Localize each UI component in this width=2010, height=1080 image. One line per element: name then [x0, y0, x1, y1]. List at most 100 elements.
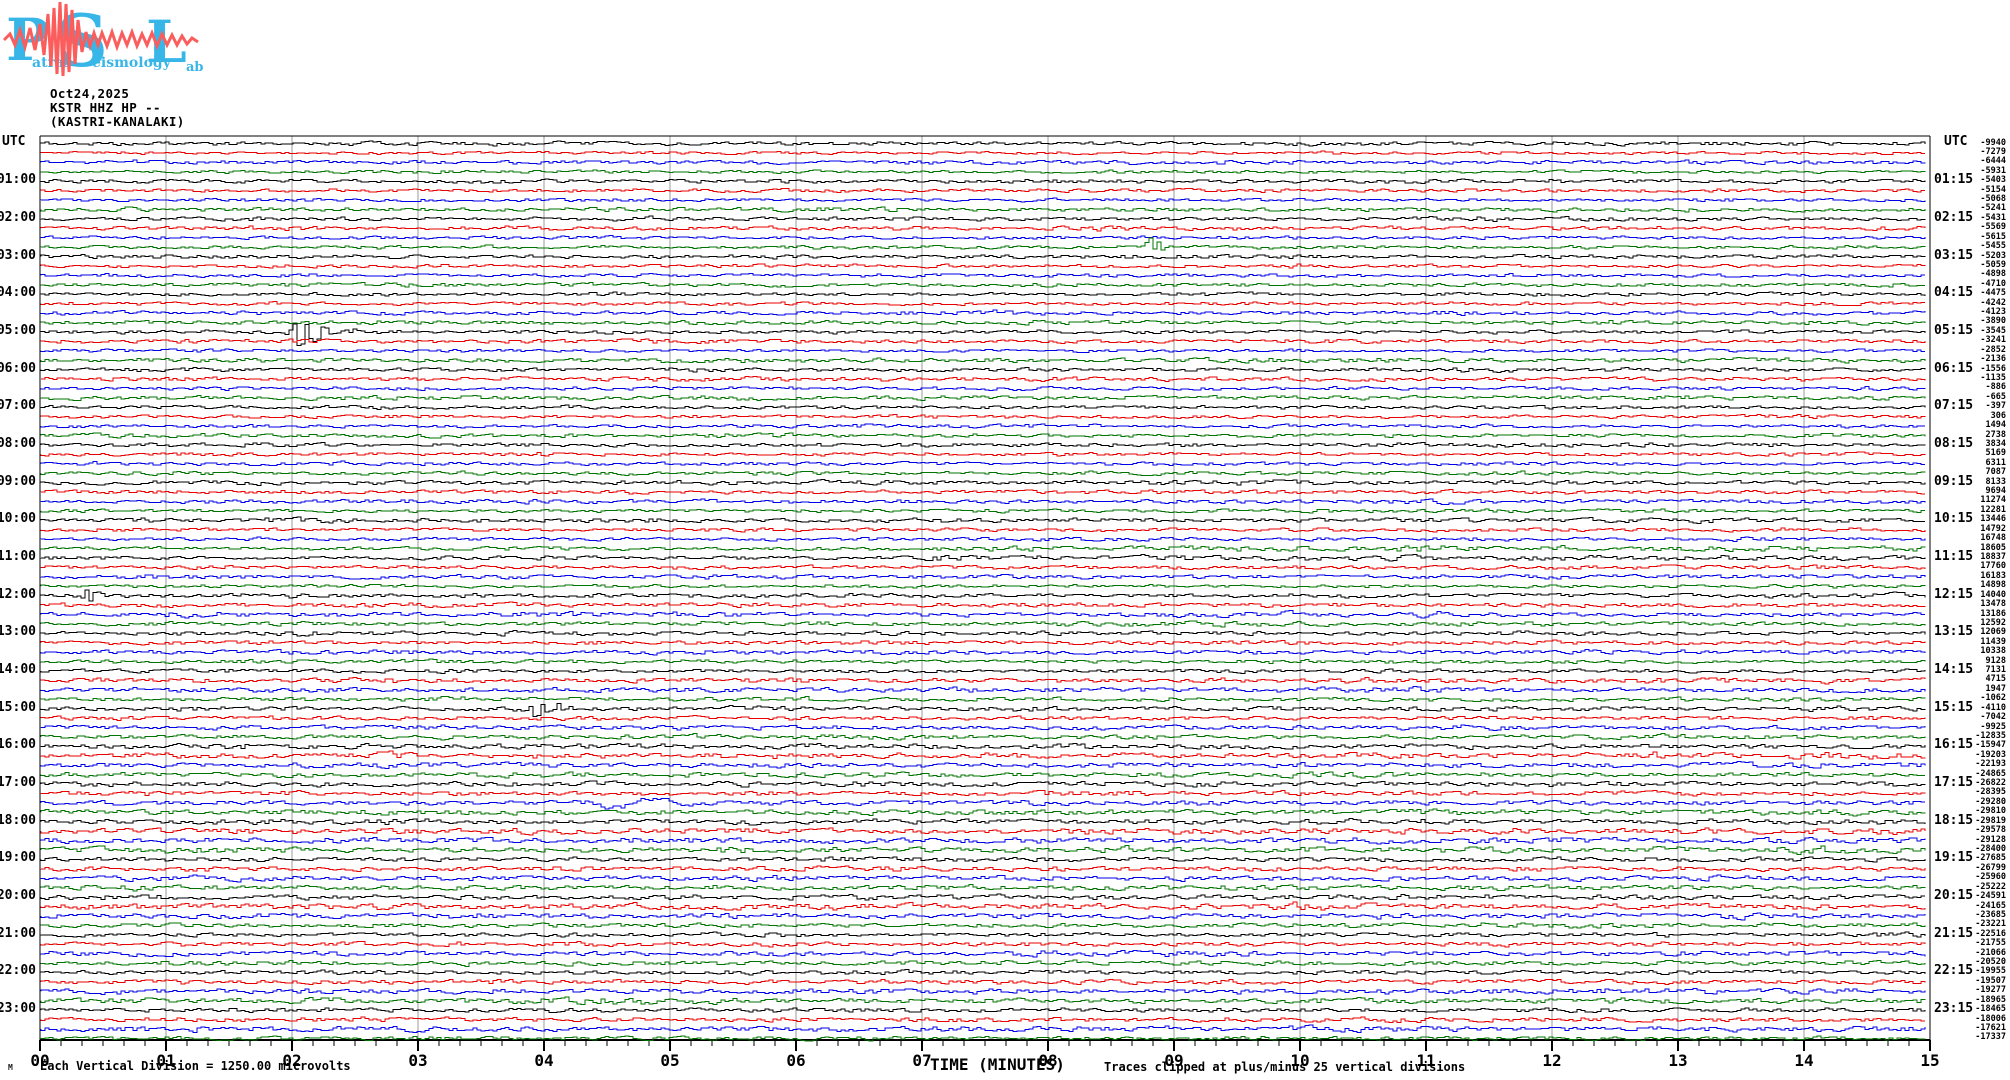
x-tick-label: 14: [1794, 1051, 1814, 1070]
row-end-value: -24165: [1975, 900, 2006, 911]
row-end-value: 11274: [1980, 495, 2006, 506]
seismogram-trace: [40, 150, 1925, 155]
utc-label-right: UTC: [1944, 134, 1968, 149]
row-end-values-column: -9940 -7279 -6444 -5931 -5403 -5154 -5068 -5241…: [1960, 0, 2008, 1080]
row-end-value: -25222: [1975, 881, 2006, 892]
left-hour-label: 14:00: [0, 662, 36, 678]
row-end-value: 11439: [1980, 636, 2006, 647]
x-tick-label: 09: [1164, 1051, 1184, 1070]
left-hour-label: 10:00: [0, 511, 36, 527]
row-end-value: -4710: [1980, 278, 2006, 289]
row-end-value: -3545: [1980, 325, 2006, 336]
row-end-value: 6311: [1985, 457, 2006, 468]
seismogram-trace: [40, 432, 1926, 439]
row-end-value: 14898: [1980, 580, 2006, 591]
seismogram-trace: [40, 630, 1926, 637]
row-end-value: -18965: [1975, 994, 2006, 1005]
seismogram-trace: [40, 323, 1926, 346]
seismogram-trace: [40, 893, 1925, 901]
row-end-value: -5059: [1980, 259, 2006, 270]
row-end-value: -4898: [1980, 269, 2006, 280]
row-end-value: 13478: [1980, 599, 2006, 610]
x-tick-label: 04: [534, 1051, 554, 1070]
seismogram-trace: [40, 931, 1926, 938]
row-end-value: -9925: [1980, 721, 2006, 732]
x-tick-label: 10: [1290, 1051, 1310, 1070]
row-end-value: 7131: [1985, 665, 2006, 676]
seismogram-trace: [40, 348, 1925, 353]
row-end-value: -18465: [1975, 1004, 2006, 1015]
row-end-value: 7087: [1985, 467, 2006, 478]
row-end-value: -29280: [1975, 796, 2006, 807]
row-end-value: -4475: [1980, 288, 2006, 299]
seismogram-trace: [40, 808, 1926, 817]
right-hour-label: 14:15: [1934, 662, 1974, 678]
seismogram-trace: [40, 1016, 1925, 1023]
row-end-value: -12835: [1975, 730, 2006, 741]
seismogram-trace: [40, 545, 1926, 552]
seismogram-trace: [40, 188, 1925, 193]
row-end-value: -6444: [1980, 156, 2006, 167]
row-end-value: 5169: [1985, 448, 2006, 459]
seismogram-trace: [40, 750, 1926, 760]
seismogram-trace: [40, 1035, 1926, 1042]
clip-note: Traces clipped at plus/minus 25 vertical…: [1104, 1060, 1466, 1074]
seismogram-trace: [40, 414, 1926, 419]
row-end-value: 306: [1990, 410, 2006, 421]
row-end-value: -17621: [1975, 1022, 2006, 1033]
seismogram-trace: [40, 159, 1926, 165]
row-end-value: 12281: [1980, 504, 2006, 515]
row-end-value: 12592: [1980, 617, 2006, 628]
row-end-value: -18006: [1975, 1013, 2006, 1024]
seismogram-trace: [40, 254, 1926, 260]
row-end-value: 9128: [1985, 655, 2006, 666]
x-tick-label: 06: [786, 1051, 806, 1070]
seismogram-trace: [40, 818, 1926, 826]
right-hour-label: 11:15: [1934, 548, 1974, 564]
seismogram-trace: [40, 554, 1926, 562]
row-end-value: -22516: [1975, 928, 2006, 939]
seismogram-trace: [40, 423, 1925, 429]
row-end-value: -5241: [1980, 203, 2006, 214]
row-end-value: -29819: [1975, 815, 2006, 826]
seismogram-trace: [40, 215, 1926, 222]
right-hour-label: 13:15: [1934, 624, 1974, 640]
row-end-value: 18837: [1980, 551, 2006, 562]
seismogram-trace: [40, 780, 1926, 788]
right-hour-label: 15:15: [1934, 699, 1974, 715]
row-end-value: 1494: [1985, 420, 2006, 431]
logo-word-lab: ab: [186, 60, 204, 75]
row-end-value: -19203: [1975, 749, 2006, 760]
x-tick-label: 13: [1668, 1051, 1688, 1070]
date-label: Oct24,2025: [50, 86, 130, 101]
row-end-value: -26822: [1975, 778, 2006, 789]
right-time-labels: 01:15 02:15 03:15 04:15 05:15 06:15 07:15 08:15…: [1934, 0, 1994, 1080]
x-tick-label: 11: [1416, 1051, 1436, 1070]
x-tick-label: 12: [1542, 1051, 1562, 1070]
seismogram-trace: [40, 516, 1925, 524]
row-end-value: -3890: [1980, 316, 2006, 327]
seismogram-trace: [40, 282, 1925, 288]
seismogram-trace: [40, 178, 1926, 184]
row-end-value: -20520: [1975, 957, 2006, 968]
left-hour-label: 09:00: [0, 473, 36, 489]
seismogram-trace: [40, 724, 1926, 731]
left-hour-label: 02:00: [0, 209, 36, 225]
row-end-value: 2738: [1985, 429, 2006, 440]
row-end-value: -9940: [1980, 137, 2006, 148]
row-end-value: -2136: [1980, 354, 2006, 365]
seismogram-trace: [40, 564, 1926, 570]
x-tick-label: 07: [912, 1051, 932, 1070]
left-hour-label: 04:00: [0, 285, 36, 301]
row-end-value: 12069: [1980, 627, 2006, 638]
seismogram-trace: [40, 527, 1926, 533]
right-hour-label: 18:15: [1934, 812, 1974, 828]
row-end-value: -4123: [1980, 307, 2006, 318]
row-end-value: 10338: [1980, 646, 2006, 657]
right-hour-label: 12:15: [1934, 586, 1974, 602]
seismogram-trace: [40, 601, 1926, 608]
row-end-value: 13446: [1980, 514, 2006, 525]
seismogram-trace: [40, 574, 1926, 580]
station-channel-label: KSTR HHZ HP --: [50, 100, 161, 115]
